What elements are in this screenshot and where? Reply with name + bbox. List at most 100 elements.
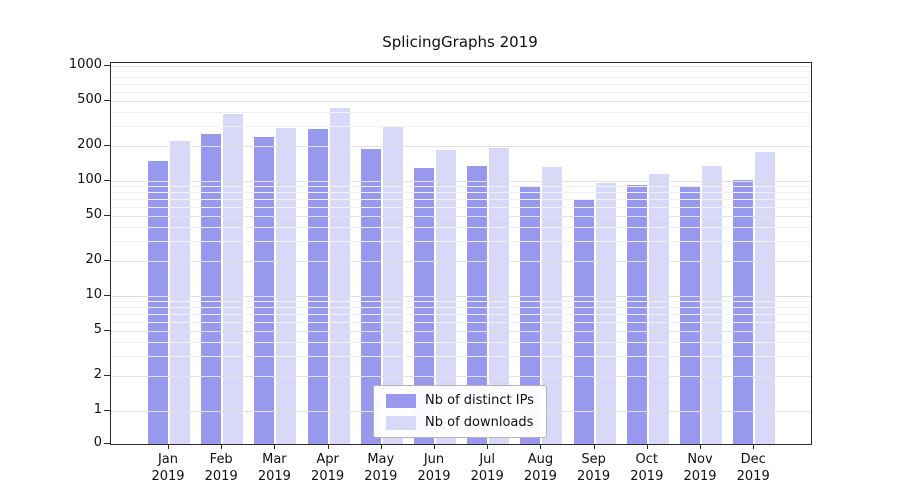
y-tick-mark [104, 99, 110, 101]
y-tick-label: 5 [93, 321, 102, 337]
bar-downloads-sep [595, 183, 616, 444]
y-tick-mark [104, 295, 110, 296]
x-tick-mark [168, 444, 169, 449]
x-tick-month: Jan [157, 452, 179, 467]
x-tick-month: Sep [581, 452, 606, 467]
x-tick-label: Jan 2019 [140, 451, 196, 485]
y-tick-label: 200 [77, 137, 102, 153]
x-tick-month: Feb [209, 452, 233, 467]
bar-distinct-ips-nov [680, 187, 700, 444]
plot-area: Nb of distinct IPs Nb of downloads [110, 62, 812, 445]
x-tick-year: 2019 [470, 469, 504, 484]
gridline [111, 241, 811, 243]
gridline [111, 321, 811, 323]
y-tick-label: 500 [77, 91, 102, 107]
x-tick-month: Aug [527, 452, 554, 467]
x-tick-label: Feb 2019 [193, 451, 249, 485]
x-tick-year: 2019 [523, 469, 557, 484]
x-tick-label: Aug 2019 [512, 451, 568, 485]
legend-label-distinct-ips: Nb of distinct IPs [425, 393, 534, 408]
x-tick-month: Nov [687, 452, 713, 467]
y-tick-label: 10 [85, 287, 102, 302]
y-tick-label: 2 [93, 367, 102, 383]
y-tick-mark [104, 443, 110, 444]
x-tick-label: Sep 2019 [566, 451, 622, 485]
bar-downloads-mar [276, 127, 297, 444]
gridline [111, 330, 811, 332]
chart-title: SplicingGraphs 2019 [382, 33, 538, 51]
bar-downloads-oct [648, 174, 669, 444]
legend-label-downloads: Nb of downloads [425, 415, 534, 430]
y-tick-mark [104, 145, 110, 147]
gridline [111, 192, 811, 194]
x-tick-month: Jun [423, 452, 445, 467]
x-tick-label: May 2019 [353, 451, 409, 485]
gridline [111, 313, 811, 315]
y-tick-label: 1000 [68, 57, 102, 72]
x-tick-mark [593, 444, 595, 449]
x-tick-label: Mar 2019 [246, 451, 302, 485]
y-tick-mark [104, 375, 110, 377]
y-tick-label: 1 [93, 402, 102, 417]
x-tick-month: Oct [635, 452, 659, 467]
x-tick-mark [753, 444, 755, 449]
x-tick-label: Jul 2019 [459, 451, 515, 485]
x-tick-label: Jun 2019 [406, 451, 462, 485]
x-tick-year: 2019 [630, 469, 664, 484]
gridline [111, 111, 811, 113]
bar-distinct-ips-dec [733, 179, 754, 444]
x-tick-year: 2019 [311, 469, 345, 484]
y-tick-mark [104, 260, 110, 262]
gridline [111, 186, 811, 188]
bar-distinct-ips-apr [307, 128, 328, 444]
gridline [111, 77, 811, 79]
x-tick-label: Nov 2019 [672, 451, 728, 485]
x-tick-month: Jul [479, 452, 496, 467]
bar-distinct-ips-aug [520, 186, 541, 444]
y-tick-mark [104, 410, 110, 411]
x-tick-mark [380, 444, 382, 449]
x-tick-month: May [367, 452, 395, 467]
bar-distinct-ips-jan [148, 160, 168, 444]
x-tick-label: Oct 2019 [619, 451, 675, 485]
gridline [111, 356, 811, 358]
gridline [111, 296, 811, 297]
bar-downloads-aug [542, 167, 563, 444]
y-tick-label: 20 [85, 252, 102, 268]
x-tick-label: Apr 2019 [300, 451, 356, 485]
bar-distinct-ips-jul [467, 166, 488, 444]
bar-distinct-ips-mar [254, 137, 275, 444]
y-tick-mark [104, 214, 110, 216]
gridline [111, 307, 811, 309]
gridline [111, 71, 811, 73]
x-tick-mark [274, 444, 276, 449]
x-tick-year: 2019 [204, 469, 238, 484]
bar-downloads-jul [489, 147, 510, 444]
x-tick-label: Dec 2019 [725, 451, 781, 485]
gridline [111, 215, 811, 217]
bar-downloads-jun [436, 150, 456, 444]
x-tick-mark [327, 444, 329, 449]
bar-downloads-nov [702, 166, 722, 444]
x-tick-mark [540, 444, 542, 449]
bar-distinct-ips-jun [414, 167, 434, 444]
legend-row-distinct-ips: Nb of distinct IPs [386, 393, 534, 408]
x-tick-year: 2019 [417, 469, 451, 484]
gridline [111, 198, 811, 200]
y-tick-mark [104, 180, 110, 181]
x-tick-year: 2019 [257, 469, 291, 484]
x-tick-mark [700, 444, 701, 449]
bar-downloads-may [382, 126, 403, 444]
bar-downloads-feb [223, 114, 244, 444]
gridline [111, 261, 811, 263]
gridline [111, 181, 811, 182]
x-tick-mark [434, 444, 435, 449]
gridline [111, 126, 811, 128]
gridline [111, 206, 811, 208]
x-tick-month: Mar [262, 452, 287, 467]
x-tick-mark [487, 444, 489, 449]
y-tick-label: 0 [93, 435, 102, 450]
gridline [111, 146, 811, 148]
legend-swatch-distinct-ips [386, 393, 416, 408]
